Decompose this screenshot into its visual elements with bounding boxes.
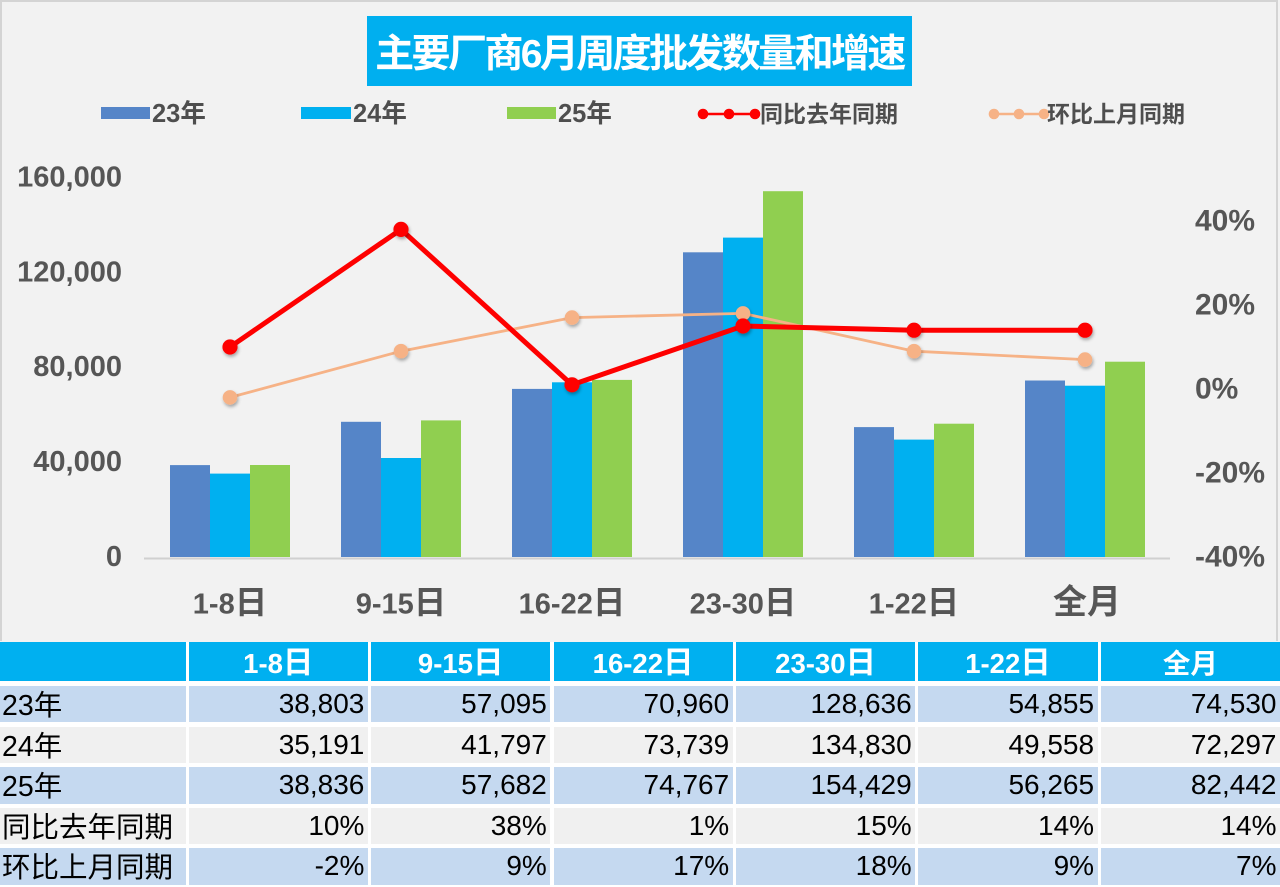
svg-text:20%: 20%	[1195, 289, 1255, 322]
svg-text:0: 0	[106, 541, 122, 573]
svg-text:160,000: 160,000	[17, 162, 122, 194]
svg-text:80,000: 80,000	[33, 351, 122, 383]
svg-text:23-30日: 23-30日	[690, 585, 797, 621]
svg-text:0%: 0%	[1195, 373, 1238, 406]
svg-text:120,000: 120,000	[17, 257, 122, 289]
svg-text:9-15日: 9-15日	[356, 585, 447, 621]
svg-text:1-8日: 1-8日	[193, 585, 267, 621]
svg-text:1-22日: 1-22日	[869, 585, 960, 621]
svg-text:全月: 全月	[1053, 584, 1121, 622]
svg-text:40,000: 40,000	[33, 446, 122, 478]
svg-text:16-22日: 16-22日	[519, 585, 626, 621]
svg-text:40%: 40%	[1195, 205, 1255, 238]
svg-text:-40%: -40%	[1195, 541, 1265, 574]
svg-text:-20%: -20%	[1195, 457, 1265, 490]
